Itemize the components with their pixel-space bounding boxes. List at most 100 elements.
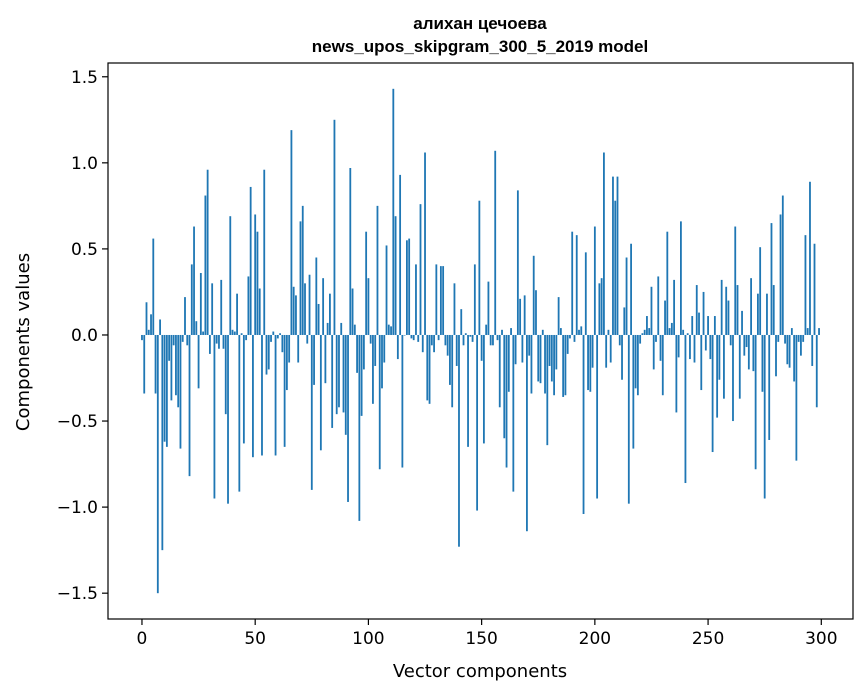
bar-115 bbox=[401, 334, 404, 468]
bar-38 bbox=[227, 334, 229, 504]
bar-129 bbox=[433, 334, 435, 353]
bar-92 bbox=[349, 168, 352, 335]
bar-232 bbox=[666, 231, 669, 335]
bar-238 bbox=[680, 221, 682, 335]
bar-136 bbox=[449, 334, 451, 385]
x-tick-label: 250 bbox=[692, 629, 724, 649]
bar-52 bbox=[258, 288, 261, 335]
bar-156 bbox=[494, 150, 497, 335]
x-axis-label: Vector components bbox=[393, 661, 567, 682]
bar-106 bbox=[381, 334, 383, 389]
bar-93 bbox=[351, 288, 354, 335]
bar-36 bbox=[222, 334, 225, 349]
bar-35 bbox=[220, 279, 223, 335]
x-tick-label: 100 bbox=[352, 629, 384, 649]
bar-34 bbox=[218, 334, 220, 349]
bar-298 bbox=[815, 334, 818, 408]
bar-283 bbox=[781, 195, 784, 335]
chart-subtitle: news_upos_skipgram_300_5_2019 model bbox=[312, 37, 648, 56]
bar-193 bbox=[578, 329, 580, 335]
bar-12 bbox=[168, 334, 171, 361]
bar-4 bbox=[150, 314, 152, 335]
y-tick-label: 0.5 bbox=[71, 240, 98, 260]
bar-274 bbox=[761, 334, 764, 392]
y-tick-label: 1.5 bbox=[71, 68, 98, 88]
bar-203 bbox=[600, 278, 603, 335]
bar-99 bbox=[365, 231, 368, 335]
bar-89 bbox=[342, 334, 345, 413]
y-axis-label: Components values bbox=[13, 253, 34, 431]
bar-162 bbox=[507, 334, 510, 392]
bar-262 bbox=[734, 226, 737, 335]
bar-291 bbox=[800, 334, 802, 356]
bar-199 bbox=[591, 334, 594, 368]
bar-114 bbox=[399, 174, 402, 335]
bar-58 bbox=[272, 331, 275, 335]
bar-120 bbox=[412, 334, 415, 341]
bar-247 bbox=[700, 334, 703, 391]
bar-154 bbox=[489, 334, 492, 346]
bar-207 bbox=[609, 334, 612, 363]
bar-70 bbox=[299, 221, 302, 335]
bar-44 bbox=[240, 333, 243, 335]
bar-117 bbox=[406, 240, 408, 335]
y-tick-label: 0.0 bbox=[71, 326, 98, 346]
bar-82 bbox=[326, 322, 329, 335]
bar-220 bbox=[639, 334, 642, 344]
bar-161 bbox=[505, 334, 508, 468]
bar-173 bbox=[532, 255, 535, 335]
bar-66 bbox=[290, 130, 293, 335]
bar-176 bbox=[539, 334, 542, 384]
bar-90 bbox=[344, 334, 347, 435]
bar-85 bbox=[333, 119, 336, 335]
bar-166 bbox=[516, 190, 519, 335]
bar-116 bbox=[403, 334, 406, 336]
bar-146 bbox=[471, 334, 474, 342]
bar-75 bbox=[310, 334, 313, 490]
bar-263 bbox=[736, 285, 739, 335]
bar-272 bbox=[756, 293, 759, 335]
bar-223 bbox=[646, 316, 648, 335]
bar-259 bbox=[727, 300, 730, 335]
bar-88 bbox=[340, 322, 343, 335]
bar-278 bbox=[770, 223, 773, 335]
bar-138 bbox=[453, 283, 456, 335]
bar-293 bbox=[804, 235, 807, 335]
bar-269 bbox=[750, 278, 752, 335]
bar-287 bbox=[790, 328, 793, 335]
y-tick-label: −0.5 bbox=[57, 412, 98, 432]
bar-132 bbox=[439, 266, 442, 335]
bar-246 bbox=[698, 312, 700, 335]
bar-71 bbox=[301, 205, 304, 335]
bar-2 bbox=[145, 302, 148, 335]
bar-97 bbox=[360, 334, 363, 416]
bar-61 bbox=[279, 333, 281, 335]
bar-40 bbox=[231, 329, 234, 335]
bar-240 bbox=[684, 334, 687, 484]
bar-244 bbox=[693, 334, 696, 363]
bar-21 bbox=[188, 334, 191, 477]
bar-77 bbox=[315, 257, 318, 335]
bar-65 bbox=[288, 334, 291, 363]
bar-84 bbox=[331, 334, 334, 428]
bar-201 bbox=[596, 334, 599, 499]
bar-177 bbox=[541, 329, 544, 335]
bar-226 bbox=[652, 334, 655, 370]
bar-276 bbox=[766, 293, 768, 335]
bar-169 bbox=[523, 295, 526, 335]
bar-168 bbox=[521, 334, 524, 363]
bar-51 bbox=[256, 231, 259, 335]
bar-181 bbox=[550, 334, 553, 382]
bar-190 bbox=[571, 231, 574, 335]
bar-81 bbox=[324, 334, 327, 384]
bar-95 bbox=[356, 334, 358, 373]
bar-28 bbox=[204, 195, 207, 335]
bar-245 bbox=[695, 285, 698, 335]
bar-288 bbox=[793, 334, 796, 382]
bar-80 bbox=[322, 278, 325, 335]
bar-183 bbox=[555, 334, 558, 370]
bar-147 bbox=[473, 264, 476, 335]
bar-299 bbox=[818, 328, 820, 335]
bar-131 bbox=[437, 334, 440, 341]
